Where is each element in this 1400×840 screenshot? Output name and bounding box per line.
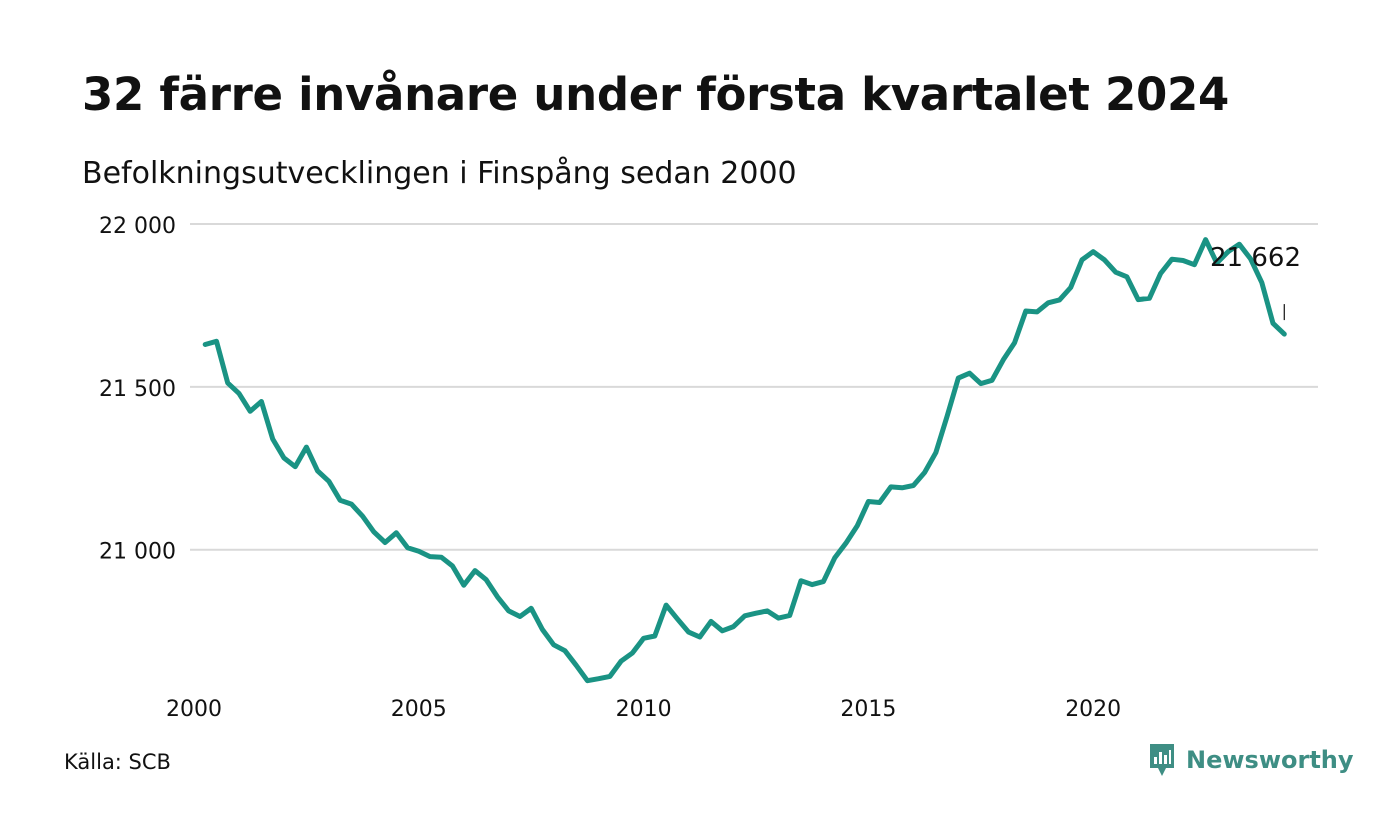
y-tick-label: 22 000 (99, 214, 176, 239)
chart-title: 32 färre invånare under första kvartalet… (82, 68, 1229, 121)
brand-name: Newsworthy (1186, 746, 1354, 774)
x-tick-label: 2005 (391, 697, 447, 722)
chart-subtitle: Befolkningsutvecklingen i Finspång sedan… (82, 156, 797, 191)
end-value-label: 21 662 (1210, 243, 1301, 273)
y-tick-label: 21 000 (99, 540, 176, 565)
newsworthy-logo-icon (1150, 744, 1174, 776)
x-tick-label: 2010 (616, 697, 672, 722)
series-line (202, 237, 1287, 684)
x-tick-label: 2000 (166, 697, 222, 722)
source-note: Källa: SCB (64, 750, 171, 774)
y-tick-label: 21 500 (99, 377, 176, 402)
line-chart: 21 000 21 500 22 000 2000 2005 2010 2015 2020 21… (99, 214, 1318, 722)
x-tick-label: 2015 (840, 697, 896, 722)
brand-logo: Newsworthy (1148, 742, 1354, 778)
x-tick-label: 2020 (1065, 697, 1121, 722)
